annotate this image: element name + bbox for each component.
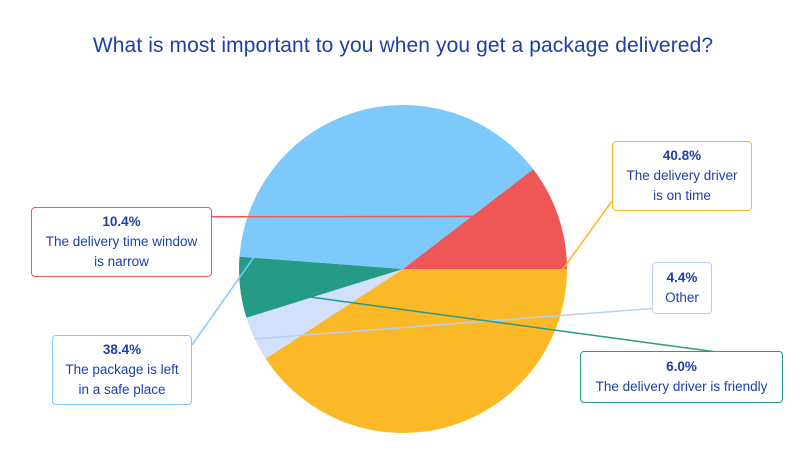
callout-on-time: 40.8% The delivery driver is on time [612,141,752,211]
callout-friendly: 6.0% The delivery driver is friendly [580,351,783,403]
callout-friendly-label: The delivery driver is friendly [595,379,768,394]
callout-safe-place: 38.4% The package is left in a safe plac… [52,335,192,405]
callout-time-window: 10.4% The delivery time window is narrow [31,207,212,277]
slice-other-leader-line [254,303,713,340]
chart-title: What is most important to you when you g… [92,34,714,57]
slice-safe-place [239,105,534,269]
slice-friendly-leader-line [239,286,784,362]
slice-on-time-leader-line [449,200,613,427]
callout-time-window-label: The delivery time window is narrow [45,234,198,269]
callout-on-time-label: The delivery driver is on time [626,168,738,203]
callout-on-time-value: 40.8% [662,148,702,163]
slice-safe-place-leader-line [191,111,357,346]
callout-safe-place-value: 38.4% [102,342,142,357]
callout-other: 4.4% Other [652,262,712,314]
slice-time-window [403,169,567,269]
callout-other-label: Other [665,290,699,305]
callout-other-value: 4.4% [666,270,698,285]
slice-on-time [265,269,567,433]
callout-friendly-value: 6.0% [666,359,697,374]
callout-time-window-value: 10.4% [102,214,141,229]
slice-friendly [239,256,403,318]
callout-safe-place-label: The package is left in a safe place [65,362,179,397]
